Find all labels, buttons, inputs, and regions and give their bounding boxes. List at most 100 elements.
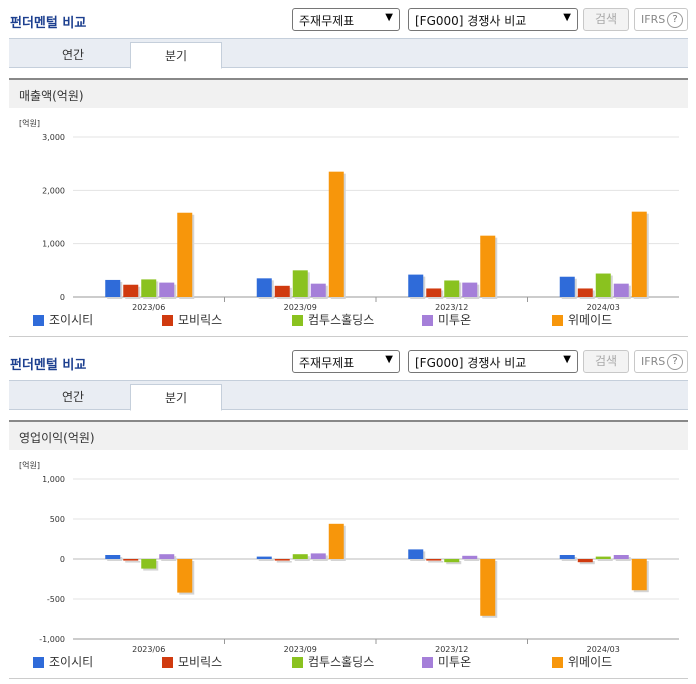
operating-profit-chart: [억원] -1,000 -500 0 500 1,000 2023/06 2023/09 202… bbox=[9, 452, 688, 676]
bar-shadow bbox=[597, 558, 613, 561]
bar bbox=[595, 273, 611, 297]
bar bbox=[426, 559, 442, 561]
y-tick-label: 1,000 bbox=[42, 475, 65, 484]
y-tick-label: 3,000 bbox=[42, 133, 65, 142]
x-tick-label: 2023/09 bbox=[284, 645, 317, 654]
legend-swatch bbox=[422, 657, 433, 668]
bar bbox=[292, 270, 308, 297]
chart-title: 매출액(억원) bbox=[19, 89, 84, 103]
comparison-select[interactable]: [FG000] 경쟁사 비교 ▼ bbox=[408, 350, 578, 373]
x-tick-label: 2023/12 bbox=[435, 303, 468, 312]
bar-shadow bbox=[464, 557, 480, 561]
bar-shadow bbox=[258, 558, 274, 561]
period-tabs: 연간 분기 bbox=[9, 38, 688, 69]
bar bbox=[274, 285, 290, 297]
legend-label: 모비릭스 bbox=[178, 313, 222, 327]
bar bbox=[559, 555, 575, 559]
x-tick-label: 2024/03 bbox=[587, 303, 620, 312]
chevron-down-icon: ▼ bbox=[563, 12, 571, 23]
legend-label: 위메이드 bbox=[568, 313, 612, 327]
help-icon: ? bbox=[667, 12, 683, 28]
bar bbox=[577, 288, 593, 297]
statement-select[interactable]: 주재무제표 ▼ bbox=[292, 8, 400, 31]
bar bbox=[444, 280, 460, 297]
bar bbox=[123, 559, 139, 561]
legend-label: 조이시티 bbox=[49, 313, 93, 327]
y-tick-label: 0 bbox=[60, 293, 65, 302]
search-button[interactable]: 검색 bbox=[583, 8, 629, 31]
unit-label: [억원] bbox=[19, 460, 40, 470]
x-tick-label: 2023/12 bbox=[435, 645, 468, 654]
chart-title: 영업이익(억원) bbox=[19, 431, 95, 445]
y-tick-label: -500 bbox=[47, 595, 65, 604]
y-tick-label: 2,000 bbox=[42, 186, 65, 195]
bar-shadow bbox=[428, 561, 444, 563]
y-tick-label: 0 bbox=[60, 555, 65, 564]
panel-title: 펀더멘털 비교 bbox=[10, 358, 87, 373]
legend-swatch bbox=[552, 315, 563, 326]
ifrs-label: IFRS bbox=[641, 355, 666, 368]
bar bbox=[105, 555, 121, 559]
legend-label: 조이시티 bbox=[49, 655, 93, 669]
legend-label: 컴투스홀딩스 bbox=[308, 655, 374, 669]
chevron-down-icon: ▼ bbox=[563, 354, 571, 365]
chart-title-bar: 영업이익(억원) bbox=[9, 420, 688, 450]
statement-select-value: 주재무제표 bbox=[299, 14, 355, 28]
bar bbox=[310, 553, 326, 559]
statement-select-value: 주재무제표 bbox=[299, 356, 355, 370]
x-tick-label: 2024/03 bbox=[587, 645, 620, 654]
bar bbox=[613, 555, 629, 559]
legend-swatch bbox=[162, 315, 173, 326]
panel-header: 펀더멘털 비교 주재무제표 ▼ [FG000] 경쟁사 비교 ▼ 검색 IFRS? bbox=[0, 0, 696, 38]
bar bbox=[462, 282, 478, 297]
bar-shadow bbox=[276, 561, 292, 563]
legend-label: 모비릭스 bbox=[178, 655, 222, 669]
bar bbox=[141, 559, 157, 569]
x-tick-label: 2023/06 bbox=[132, 645, 165, 654]
bar bbox=[408, 549, 424, 559]
tab-annual[interactable]: 연간 bbox=[61, 48, 85, 62]
legend-swatch bbox=[292, 315, 303, 326]
statement-select[interactable]: 주재무제표 ▼ bbox=[292, 350, 400, 373]
x-tick-label: 2023/09 bbox=[284, 303, 317, 312]
tab-annual[interactable]: 연간 bbox=[61, 390, 85, 404]
bar bbox=[426, 288, 442, 297]
bar bbox=[141, 279, 157, 297]
ifrs-help-button[interactable]: IFRS? bbox=[634, 350, 688, 373]
comparison-select-value: [FG000] 경쟁사 비교 bbox=[415, 356, 527, 370]
panel-title: 펀더멘털 비교 bbox=[10, 16, 87, 31]
bar bbox=[613, 283, 629, 297]
bar bbox=[577, 559, 593, 563]
bar bbox=[177, 212, 193, 297]
fundamental-panel-1: 펀더멘털 비교 주재무제표 ▼ [FG000] 경쟁사 비교 ▼ 검색 IFRS? … bbox=[0, 0, 696, 337]
bar bbox=[292, 554, 308, 559]
bar bbox=[105, 279, 121, 297]
ifrs-help-button[interactable]: IFRS? bbox=[634, 8, 688, 31]
tab-quarterly[interactable]: 분기 bbox=[130, 384, 222, 411]
y-tick-label: -1,000 bbox=[39, 635, 65, 644]
legend-label: 미투온 bbox=[438, 313, 471, 327]
search-button[interactable]: 검색 bbox=[583, 350, 629, 373]
bar-shadow bbox=[125, 561, 141, 563]
bar bbox=[480, 235, 496, 297]
unit-label: [억원] bbox=[19, 118, 40, 128]
tab-quarterly[interactable]: 분기 bbox=[130, 42, 222, 69]
legend-label: 컴투스홀딩스 bbox=[308, 313, 374, 327]
legend-swatch bbox=[422, 315, 433, 326]
legend-swatch bbox=[292, 657, 303, 668]
bar bbox=[177, 559, 193, 593]
bar-shadow bbox=[579, 561, 595, 565]
bar bbox=[631, 559, 647, 591]
comparison-select[interactable]: [FG000] 경쟁사 비교 ▼ bbox=[408, 8, 578, 31]
operating-profit-chart-svg: [억원] -1,000 -500 0 500 1,000 2023/06 2023/09 202… bbox=[19, 460, 679, 669]
period-tabs: 연간 분기 bbox=[9, 380, 688, 411]
bar bbox=[328, 523, 344, 559]
revenue-chart: [억원] 0 1,000 2,000 3,000 2023/06 2023/09 2023/1… bbox=[9, 110, 688, 334]
fundamental-panel-2: 펀더멘털 비교 주재무제표 ▼ [FG000] 경쟁사 비교 ▼ 검색 IFRS? … bbox=[0, 342, 696, 679]
ifrs-label: IFRS bbox=[641, 13, 666, 26]
revenue-chart-svg: [억원] 0 1,000 2,000 3,000 2023/06 2023/09 2023/1… bbox=[19, 118, 679, 327]
bar bbox=[256, 556, 272, 559]
bar bbox=[462, 555, 478, 559]
bar bbox=[256, 278, 272, 297]
bar bbox=[328, 171, 344, 297]
